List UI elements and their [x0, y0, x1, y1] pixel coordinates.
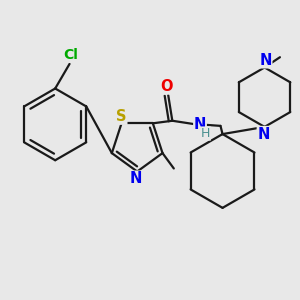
Text: N: N: [130, 171, 142, 186]
Text: N: N: [257, 127, 270, 142]
Text: O: O: [160, 79, 173, 94]
Text: N: N: [260, 53, 272, 68]
Text: S: S: [116, 109, 127, 124]
Text: N: N: [194, 117, 206, 132]
Text: H: H: [201, 127, 210, 140]
Text: Cl: Cl: [63, 48, 78, 62]
